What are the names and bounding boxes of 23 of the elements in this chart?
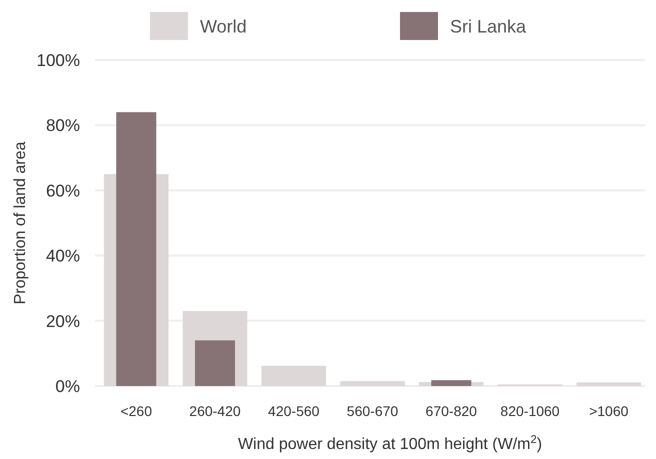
bar	[576, 382, 642, 386]
x-axis-title: Wind power density at 100m height (W/m$^{2}$)	[238, 434, 542, 453]
x-tick-label: 260-420	[189, 403, 241, 419]
bar	[340, 381, 405, 386]
y-axis-title: Proportion of land area	[12, 142, 29, 304]
x-tick-label: 820-1060	[500, 403, 560, 419]
x-tick-label: <260	[120, 403, 152, 419]
legend-label: World	[200, 16, 247, 36]
y-tick-label: 60%	[46, 181, 80, 200]
bar	[431, 380, 472, 386]
x-tick-label: 420-560	[268, 403, 320, 419]
bar	[116, 112, 156, 386]
x-tick-label: 670-820	[426, 403, 478, 419]
legend-label: Sri Lanka	[450, 16, 528, 36]
y-tick-label: 0%	[55, 376, 80, 396]
bar	[194, 340, 236, 386]
bar	[261, 366, 326, 386]
y-tick-label: 80%	[46, 116, 80, 136]
x-tick-label: >1060	[589, 403, 629, 419]
x-tick-label: 560-670	[346, 403, 398, 419]
y-tick-label: 100%	[36, 50, 80, 70]
y-tick-label: 20%	[46, 312, 80, 331]
y-tick-label: 40%	[46, 246, 80, 266]
